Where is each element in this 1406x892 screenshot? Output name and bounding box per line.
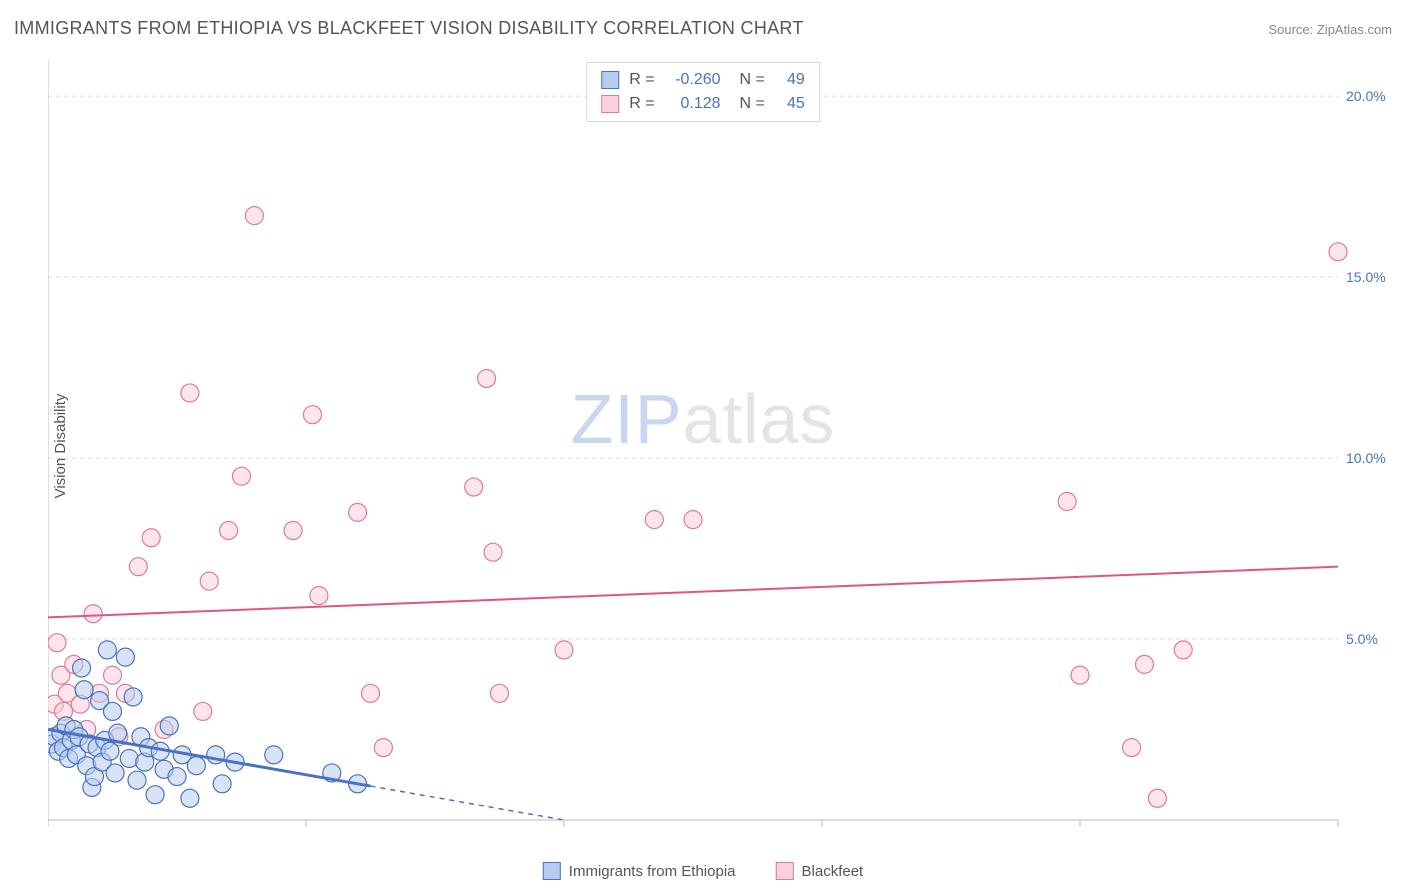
stat-value-n1: 49 (775, 68, 805, 92)
chart-plot-area: 5.0%10.0%15.0%20.0%0.0%100.0% (48, 60, 1388, 830)
chart-source: Source: ZipAtlas.com (1268, 22, 1392, 37)
stat-label-r: R = (629, 68, 654, 92)
stats-row-series2: R = 0.128 N = 45 (601, 92, 805, 116)
bottom-legend: Immigrants from Ethiopia Blackfeet (543, 862, 863, 880)
chart-header: IMMIGRANTS FROM ETHIOPIA VS BLACKFEET VI… (14, 18, 1392, 39)
stat-label-n: N = (731, 92, 765, 116)
stat-label-n: N = (731, 68, 765, 92)
swatch-series2 (601, 95, 619, 113)
correlation-stats-box: R = -0.260 N = 49 R = 0.128 N = 45 (586, 62, 820, 122)
stats-row-series1: R = -0.260 N = 49 (601, 68, 805, 92)
svg-text:5.0%: 5.0% (1346, 631, 1378, 647)
legend-label-series1: Immigrants from Ethiopia (569, 863, 736, 880)
stat-value-r2: 0.128 (665, 92, 721, 116)
svg-text:15.0%: 15.0% (1346, 269, 1386, 285)
legend-item-series1: Immigrants from Ethiopia (543, 862, 736, 880)
legend-item-series2: Blackfeet (776, 862, 864, 880)
swatch-series1 (601, 71, 619, 89)
svg-text:20.0%: 20.0% (1346, 88, 1386, 104)
legend-swatch-series2 (776, 862, 794, 880)
stat-value-n2: 45 (775, 92, 805, 116)
stat-value-r1: -0.260 (665, 68, 721, 92)
legend-swatch-series1 (543, 862, 561, 880)
legend-label-series2: Blackfeet (802, 863, 864, 880)
svg-text:10.0%: 10.0% (1346, 450, 1386, 466)
chart-title: IMMIGRANTS FROM ETHIOPIA VS BLACKFEET VI… (14, 18, 804, 39)
chart-svg: 5.0%10.0%15.0%20.0%0.0%100.0% (48, 60, 1388, 830)
stat-label-r: R = (629, 92, 654, 116)
